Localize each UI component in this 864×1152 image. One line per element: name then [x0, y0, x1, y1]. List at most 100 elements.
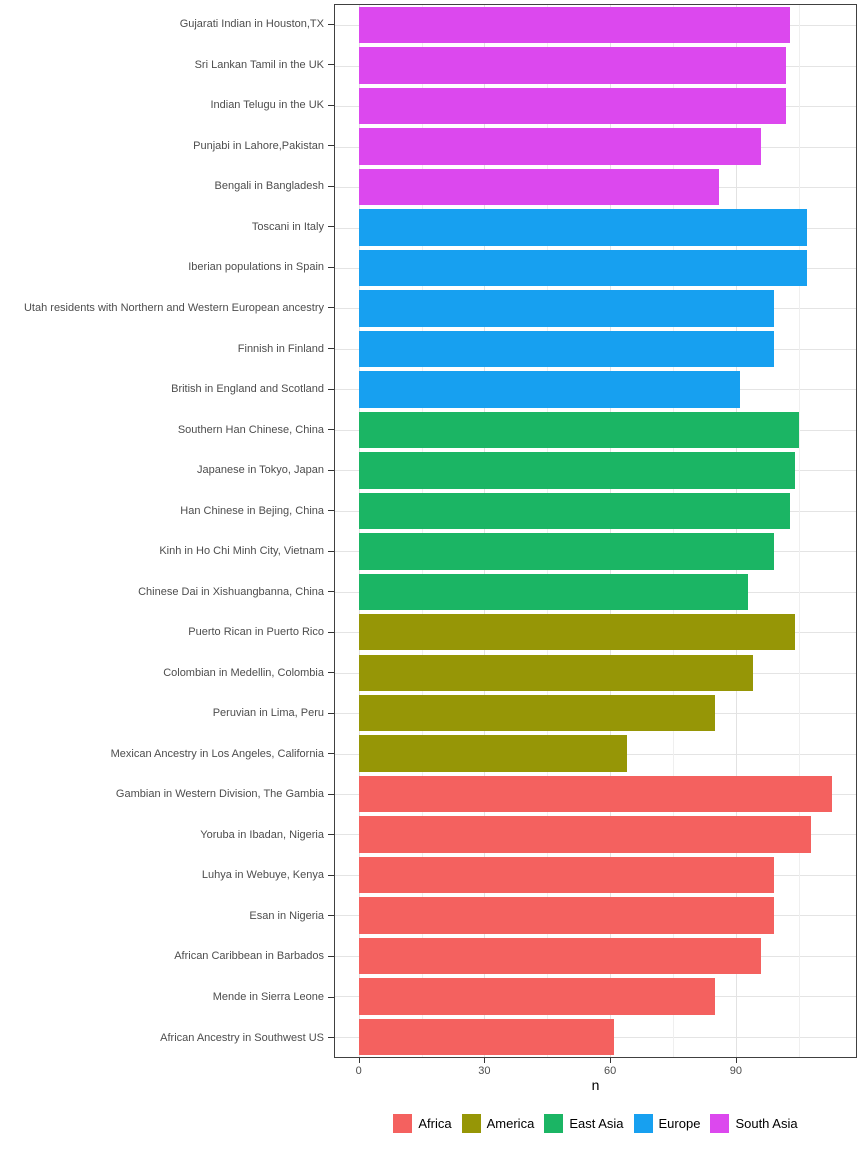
- bar-row: [335, 248, 856, 288]
- y-axis-label: Sri Lankan Tamil in the UK: [194, 58, 324, 71]
- bar-row: [335, 45, 856, 85]
- y-axis-label: British in England and Scotland: [171, 383, 324, 396]
- bar: [358, 209, 808, 246]
- y-tick-mark: [328, 1017, 334, 1058]
- y-axis-label: Han Chinese in Bejing, China: [180, 504, 324, 517]
- bar-row: [335, 491, 856, 531]
- y-tick-mark: [328, 815, 334, 856]
- legend-label: Africa: [418, 1116, 452, 1131]
- bars: [335, 5, 856, 1057]
- y-tick-mark: [328, 571, 334, 612]
- bar: [358, 411, 799, 449]
- y-tick-mark: [328, 328, 334, 369]
- bar-row: [335, 895, 856, 935]
- y-axis-labels: Gujarati Indian in Houston,TX Sri Lankan …: [0, 4, 328, 1058]
- bar: [358, 168, 720, 206]
- legend-swatch: [461, 1114, 481, 1133]
- y-tick-mark: [328, 896, 334, 937]
- bar: [358, 694, 715, 732]
- y-tick-mark: [328, 85, 334, 126]
- y-tick-mark: [328, 490, 334, 531]
- legend: Africa America East Asia Europe South As…: [335, 1114, 856, 1133]
- gridline-minor: [547, 5, 549, 1057]
- y-tick-mark: [328, 936, 334, 977]
- y-axis-label: Utah residents with Northern and Western…: [23, 301, 324, 314]
- legend-swatch: [544, 1114, 564, 1133]
- x-axis-title: n: [591, 1077, 600, 1093]
- x-tick-label: 0: [355, 1065, 362, 1077]
- y-axis-label: Colombian in Medellin, Colombia: [163, 666, 324, 679]
- bar: [358, 128, 762, 165]
- bar: [358, 533, 774, 570]
- y-axis-label: Finnish in Finland: [237, 342, 324, 355]
- bar: [358, 452, 795, 489]
- bar-row: [335, 814, 856, 854]
- y-axis-label: Peruvian in Lima, Peru: [212, 707, 324, 720]
- legend-swatch: [633, 1114, 653, 1133]
- bar: [358, 330, 774, 368]
- y-tick-mark: [328, 45, 334, 86]
- bar-row: [335, 572, 856, 612]
- y-tick-mark: [328, 166, 334, 207]
- legend-swatch: [710, 1114, 730, 1133]
- y-tick-mark: [328, 977, 334, 1018]
- y-axis-ticks: [328, 4, 334, 1058]
- bar-row: [335, 855, 856, 895]
- y-axis-label: Chinese Dai in Xishuangbanna, China: [138, 585, 324, 598]
- bar-row: [335, 167, 856, 207]
- bar: [358, 249, 808, 287]
- y-tick-mark: [328, 126, 334, 167]
- y-axis-label: Kinh in Ho Chi Minh City, Vietnam: [159, 545, 324, 558]
- y-axis-label: Toscani in Italy: [251, 220, 324, 233]
- bar: [358, 290, 774, 327]
- bar: [358, 897, 774, 934]
- y-axis-label: Gujarati Indian in Houston,TX: [179, 18, 324, 31]
- y-tick-mark: [328, 653, 334, 694]
- x-tick-mark: [610, 1058, 612, 1063]
- legend-label: Europe: [658, 1116, 701, 1131]
- bar-row: [335, 86, 856, 126]
- y-axis-label: Esan in Nigeria: [249, 909, 324, 922]
- y-tick-mark: [328, 855, 334, 896]
- bar-row: [335, 733, 856, 773]
- y-axis-label: African Ancestry in Southwest US: [160, 1031, 324, 1044]
- bar-row: [335, 1017, 856, 1057]
- gridline-major: [735, 5, 737, 1057]
- bar-row: [335, 410, 856, 450]
- y-tick-mark: [328, 612, 334, 653]
- y-axis-label: Indian Telugu in the UK: [210, 99, 324, 112]
- gridline-major: [358, 5, 360, 1057]
- x-axis: 0 30 60 90: [335, 1058, 856, 1080]
- x-tick-label: 90: [729, 1065, 743, 1077]
- bar: [358, 492, 791, 530]
- x-tick-mark: [735, 1058, 737, 1063]
- y-tick-mark: [328, 207, 334, 248]
- y-tick-mark: [328, 531, 334, 572]
- x-tick-label: 30: [478, 1065, 491, 1077]
- bar-row: [335, 126, 856, 166]
- x-tick-mark: [358, 1058, 360, 1063]
- y-axis-label: African Caribbean in Barbados: [174, 950, 324, 963]
- legend-label: South Asia: [735, 1116, 798, 1131]
- gridline-minor: [673, 5, 675, 1057]
- y-axis-label: Punjabi in Lahore,Pakistan: [193, 139, 324, 152]
- y-tick-mark: [328, 450, 334, 491]
- bar-row: [335, 369, 856, 409]
- bar: [358, 1018, 615, 1056]
- bar-row: [335, 288, 856, 328]
- bar: [358, 371, 741, 408]
- bar: [358, 87, 787, 125]
- panel: [334, 4, 857, 1058]
- y-axis-label: Yoruba in Ibadan, Nigeria: [200, 828, 324, 841]
- x-tick-label: 60: [604, 1065, 617, 1077]
- bar-row: [335, 936, 856, 976]
- bar: [358, 47, 787, 84]
- y-axis-label: Iberian populations in Spain: [188, 261, 324, 274]
- plot-area: Gujarati Indian in Houston,TX Sri Lankan …: [0, 4, 864, 1058]
- legend-label: America: [486, 1116, 535, 1131]
- y-tick-mark: [328, 774, 334, 815]
- y-tick-mark: [328, 288, 334, 329]
- y-axis-label: Japanese in Tokyo, Japan: [197, 464, 324, 477]
- legend-item: America: [461, 1114, 535, 1133]
